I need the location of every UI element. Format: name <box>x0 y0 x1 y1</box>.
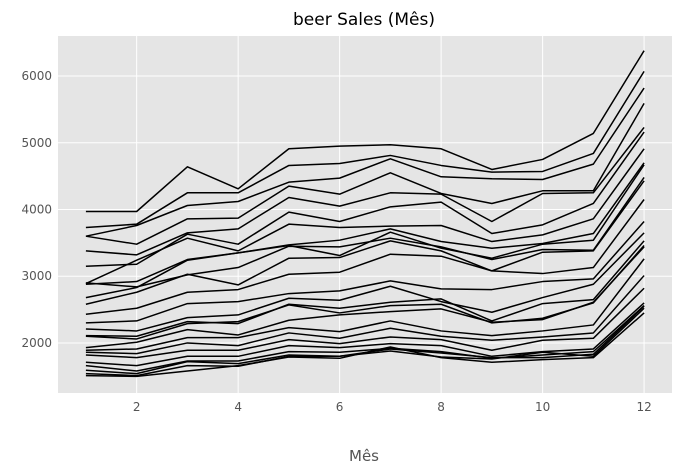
x-tick-label: 10 <box>535 400 550 414</box>
series-line-4 <box>85 103 645 245</box>
series-line-12 <box>85 199 645 316</box>
series-line-15 <box>85 240 645 338</box>
series-line-22 <box>85 305 645 372</box>
series-line-11 <box>85 180 645 305</box>
series-line-19 <box>85 275 645 355</box>
x-tick-label: 8 <box>437 400 445 414</box>
x-tick-label: 6 <box>336 400 344 414</box>
y-tick-labels: 2000 3000 4000 5000 6000 <box>21 69 52 350</box>
series-line-21 <box>85 302 645 367</box>
series-line-20 <box>85 287 645 359</box>
series-lines <box>85 50 645 378</box>
series-line-18 <box>85 258 645 352</box>
series-line-14 <box>85 232 645 332</box>
series-line-25 <box>85 312 645 378</box>
y-tick-label: 6000 <box>21 69 52 83</box>
series-line-3 <box>85 87 645 237</box>
series-line-8 <box>85 162 645 285</box>
series-line-24 <box>85 307 645 377</box>
y-tick-label: 4000 <box>21 202 52 216</box>
x-tick-label: 4 <box>234 400 242 414</box>
chart-title: beer Sales (Mês) <box>293 10 435 30</box>
series-line-1 <box>85 50 645 213</box>
series-line-5 <box>85 126 645 256</box>
y-tick-label: 3000 <box>21 269 52 283</box>
series-line-7 <box>85 148 645 285</box>
series-line-16 <box>85 245 645 340</box>
series-line-17 <box>85 246 645 349</box>
x-axis-label: Mês <box>349 447 379 465</box>
y-tick-label: 2000 <box>21 336 52 350</box>
series-line-6 <box>85 131 645 267</box>
x-tick-labels: 2 4 6 8 10 12 <box>133 400 652 414</box>
x-tick-label: 12 <box>636 400 651 414</box>
series-line-13 <box>85 221 645 324</box>
series-line-9 <box>85 164 645 299</box>
x-tick-label: 2 <box>133 400 141 414</box>
y-tick-label: 5000 <box>21 136 52 150</box>
series-line-2 <box>85 70 645 229</box>
